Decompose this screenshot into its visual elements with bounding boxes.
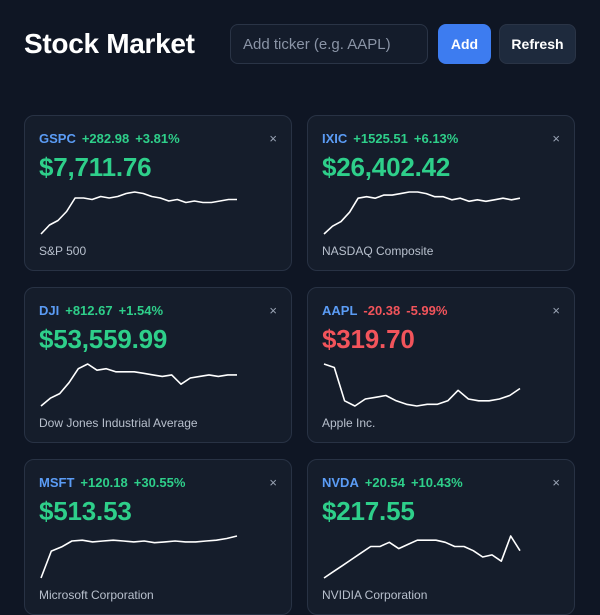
sparkline-series: [40, 191, 237, 235]
stock-card[interactable]: MSFT +120.18 +30.55% × $513.53 Microsoft Corp…: [24, 459, 292, 615]
sparkline-chart: [40, 535, 238, 579]
percent-change: +3.81%: [135, 131, 180, 146]
ticker-symbol: NVDA: [322, 475, 359, 490]
current-price: $53,559.99: [39, 324, 168, 354]
card-header: NVDA +20.54 +10.43%: [322, 475, 463, 490]
ticker-symbol: MSFT: [39, 475, 75, 490]
sparkline-series: [323, 535, 521, 579]
remove-card-icon[interactable]: ×: [552, 303, 560, 318]
price-change: +812.67: [65, 303, 113, 318]
stock-card[interactable]: IXIC +1525.51 +6.13% × $26,402.42 NASDAQ Comp…: [307, 115, 575, 271]
card-header: AAPL -20.38 -5.99%: [322, 303, 447, 318]
sparkline-chart: [323, 363, 521, 407]
price-change: +1525.51: [353, 131, 408, 146]
company-name: Dow Jones Industrial Average: [39, 416, 198, 430]
company-name: Microsoft Corporation: [39, 588, 154, 602]
current-price: $513.53: [39, 496, 132, 526]
sparkline-chart: [40, 191, 237, 235]
percent-change: +6.13%: [413, 131, 459, 146]
percent-change: +30.55%: [133, 475, 186, 490]
price-change: -20.38: [363, 303, 401, 318]
sparkline-series: [323, 191, 521, 235]
sparkline-series: [323, 363, 521, 407]
ticker-input[interactable]: [230, 24, 428, 64]
sparkline-chart: [40, 363, 237, 407]
price-change: +282.98: [81, 131, 130, 146]
remove-card-icon[interactable]: ×: [269, 131, 277, 146]
percent-change: +10.43%: [410, 475, 463, 490]
stock-card[interactable]: DJI +812.67 +1.54% × $53,559.99 Dow Jones Ind…: [24, 287, 292, 443]
company-name: NVIDIA Corporation: [322, 588, 428, 602]
percent-change: -5.99%: [406, 303, 448, 318]
current-price: $319.70: [322, 324, 415, 354]
stock-card[interactable]: AAPL -20.38 -5.99% × $319.70 Apple Inc.: [307, 287, 575, 443]
sparkline-chart: [323, 535, 521, 579]
remove-card-icon[interactable]: ×: [552, 131, 560, 146]
header: Stock Market Add Refresh: [24, 24, 576, 64]
current-price: $7,711.76: [39, 152, 152, 182]
remove-card-icon[interactable]: ×: [269, 475, 277, 490]
company-name: Apple Inc.: [322, 416, 376, 430]
add-button[interactable]: Add: [438, 24, 491, 64]
ticker-symbol: GSPC: [39, 131, 76, 146]
card-header: DJI +812.67 +1.54%: [39, 303, 163, 318]
ticker-symbol: DJI: [39, 303, 60, 318]
ticker-symbol: AAPL: [322, 303, 358, 318]
card-header: IXIC +1525.51 +6.13%: [322, 131, 458, 146]
sparkline-series: [40, 535, 238, 579]
card-header: GSPC +282.98 +3.81%: [39, 131, 180, 146]
percent-change: +1.54%: [118, 303, 164, 318]
company-name: NASDAQ Composite: [322, 244, 434, 258]
current-price: $217.55: [322, 496, 415, 526]
current-price: $26,402.42: [322, 152, 451, 182]
sparkline-series: [40, 363, 237, 407]
remove-card-icon[interactable]: ×: [269, 303, 277, 318]
sparkline-chart: [323, 191, 521, 235]
stock-card[interactable]: GSPC +282.98 +3.81% × $7,711.76 S&P 500: [24, 115, 292, 271]
price-change: +120.18: [80, 475, 128, 490]
company-name: S&P 500: [39, 244, 87, 258]
price-change: +20.54: [364, 475, 405, 490]
ticker-symbol: IXIC: [322, 131, 348, 146]
page-title: Stock Market: [24, 28, 195, 59]
card-header: MSFT +120.18 +30.55%: [39, 475, 185, 490]
remove-card-icon[interactable]: ×: [552, 475, 560, 490]
stock-card[interactable]: NVDA +20.54 +10.43% × $217.55 NVIDIA Corporat…: [307, 459, 575, 615]
refresh-button[interactable]: Refresh: [499, 24, 576, 64]
